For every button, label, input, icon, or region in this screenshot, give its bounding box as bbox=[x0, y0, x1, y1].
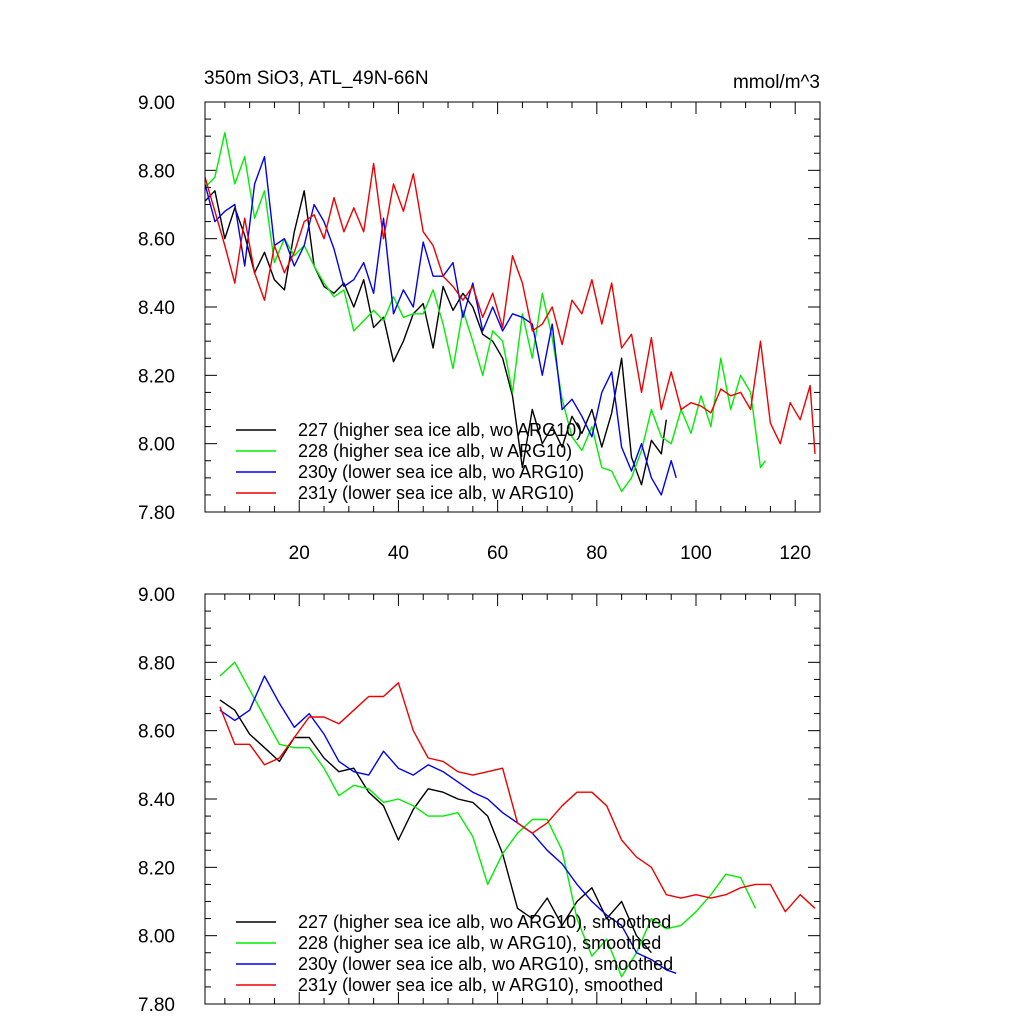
y-tick-label: 8.00 bbox=[138, 927, 175, 948]
legend-label: 230y (lower sea ice alb, wo ARG10), smoo… bbox=[298, 954, 673, 974]
plot-frame bbox=[204, 593, 821, 1005]
y-tick-label: 8.40 bbox=[138, 790, 175, 811]
series-line-2 bbox=[219, 675, 677, 974]
y-tick-label: 7.80 bbox=[138, 995, 175, 1016]
chart-title: 350m SiO3, ATL_49N-66N bbox=[204, 68, 429, 89]
y-tick-label: 9.00 bbox=[138, 93, 175, 114]
x-tick-label: 80 bbox=[586, 543, 607, 564]
x-tick-label: 120 bbox=[779, 543, 811, 564]
legend-label: 230y (lower sea ice alb, wo ARG10) bbox=[298, 462, 584, 482]
series-line-0 bbox=[205, 190, 667, 486]
y-tick-label: 8.20 bbox=[138, 858, 175, 879]
series-line-1 bbox=[219, 661, 757, 978]
series-line-1 bbox=[205, 131, 766, 493]
chart-panel-bottom: 7.80 8.00 8.20 8.40 8.60 8.80 9.00 227 (higher … bbox=[138, 585, 821, 1016]
y-tick-label: 8.40 bbox=[138, 298, 175, 319]
x-tick-label: 40 bbox=[388, 543, 409, 564]
y-tick-label: 7.80 bbox=[138, 503, 175, 524]
x-tick-label: 100 bbox=[680, 543, 712, 564]
units-label: mmol/m^3 bbox=[733, 72, 820, 93]
y-tick-label: 8.60 bbox=[138, 722, 175, 743]
y-tick-label: 8.80 bbox=[138, 653, 175, 674]
legend-label: 228 (higher sea ice alb, w ARG10), smoot… bbox=[298, 933, 661, 953]
y-tick-label: 8.80 bbox=[138, 161, 175, 182]
series-line-3 bbox=[219, 682, 816, 913]
x-tick-label: 60 bbox=[487, 543, 508, 564]
y-tick-label: 8.20 bbox=[138, 366, 175, 387]
legend-label: 231y (lower sea ice alb, w ARG10), smoot… bbox=[298, 975, 663, 995]
legend-label: 228 (higher sea ice alb, w ARG10) bbox=[298, 441, 572, 461]
y-tick-label: 8.00 bbox=[138, 435, 175, 456]
legend-label: 231y (lower sea ice alb, w ARG10) bbox=[298, 483, 574, 503]
y-tick-label: 9.00 bbox=[138, 585, 175, 606]
x-tick-label: 20 bbox=[289, 543, 310, 564]
chart-panel-top: 7.80 8.00 8.20 8.40 8.60 8.80 9.00 20 40 60 80 100 1… bbox=[138, 93, 821, 564]
y-tick-label: 8.60 bbox=[138, 230, 175, 251]
legend-label: 227 (higher sea ice alb, wo ARG10), smoo… bbox=[298, 912, 671, 932]
series-line-3 bbox=[205, 162, 816, 454]
plot-frame bbox=[204, 101, 821, 513]
legend-label: 227 (higher sea ice alb, wo ARG10) bbox=[298, 420, 582, 440]
